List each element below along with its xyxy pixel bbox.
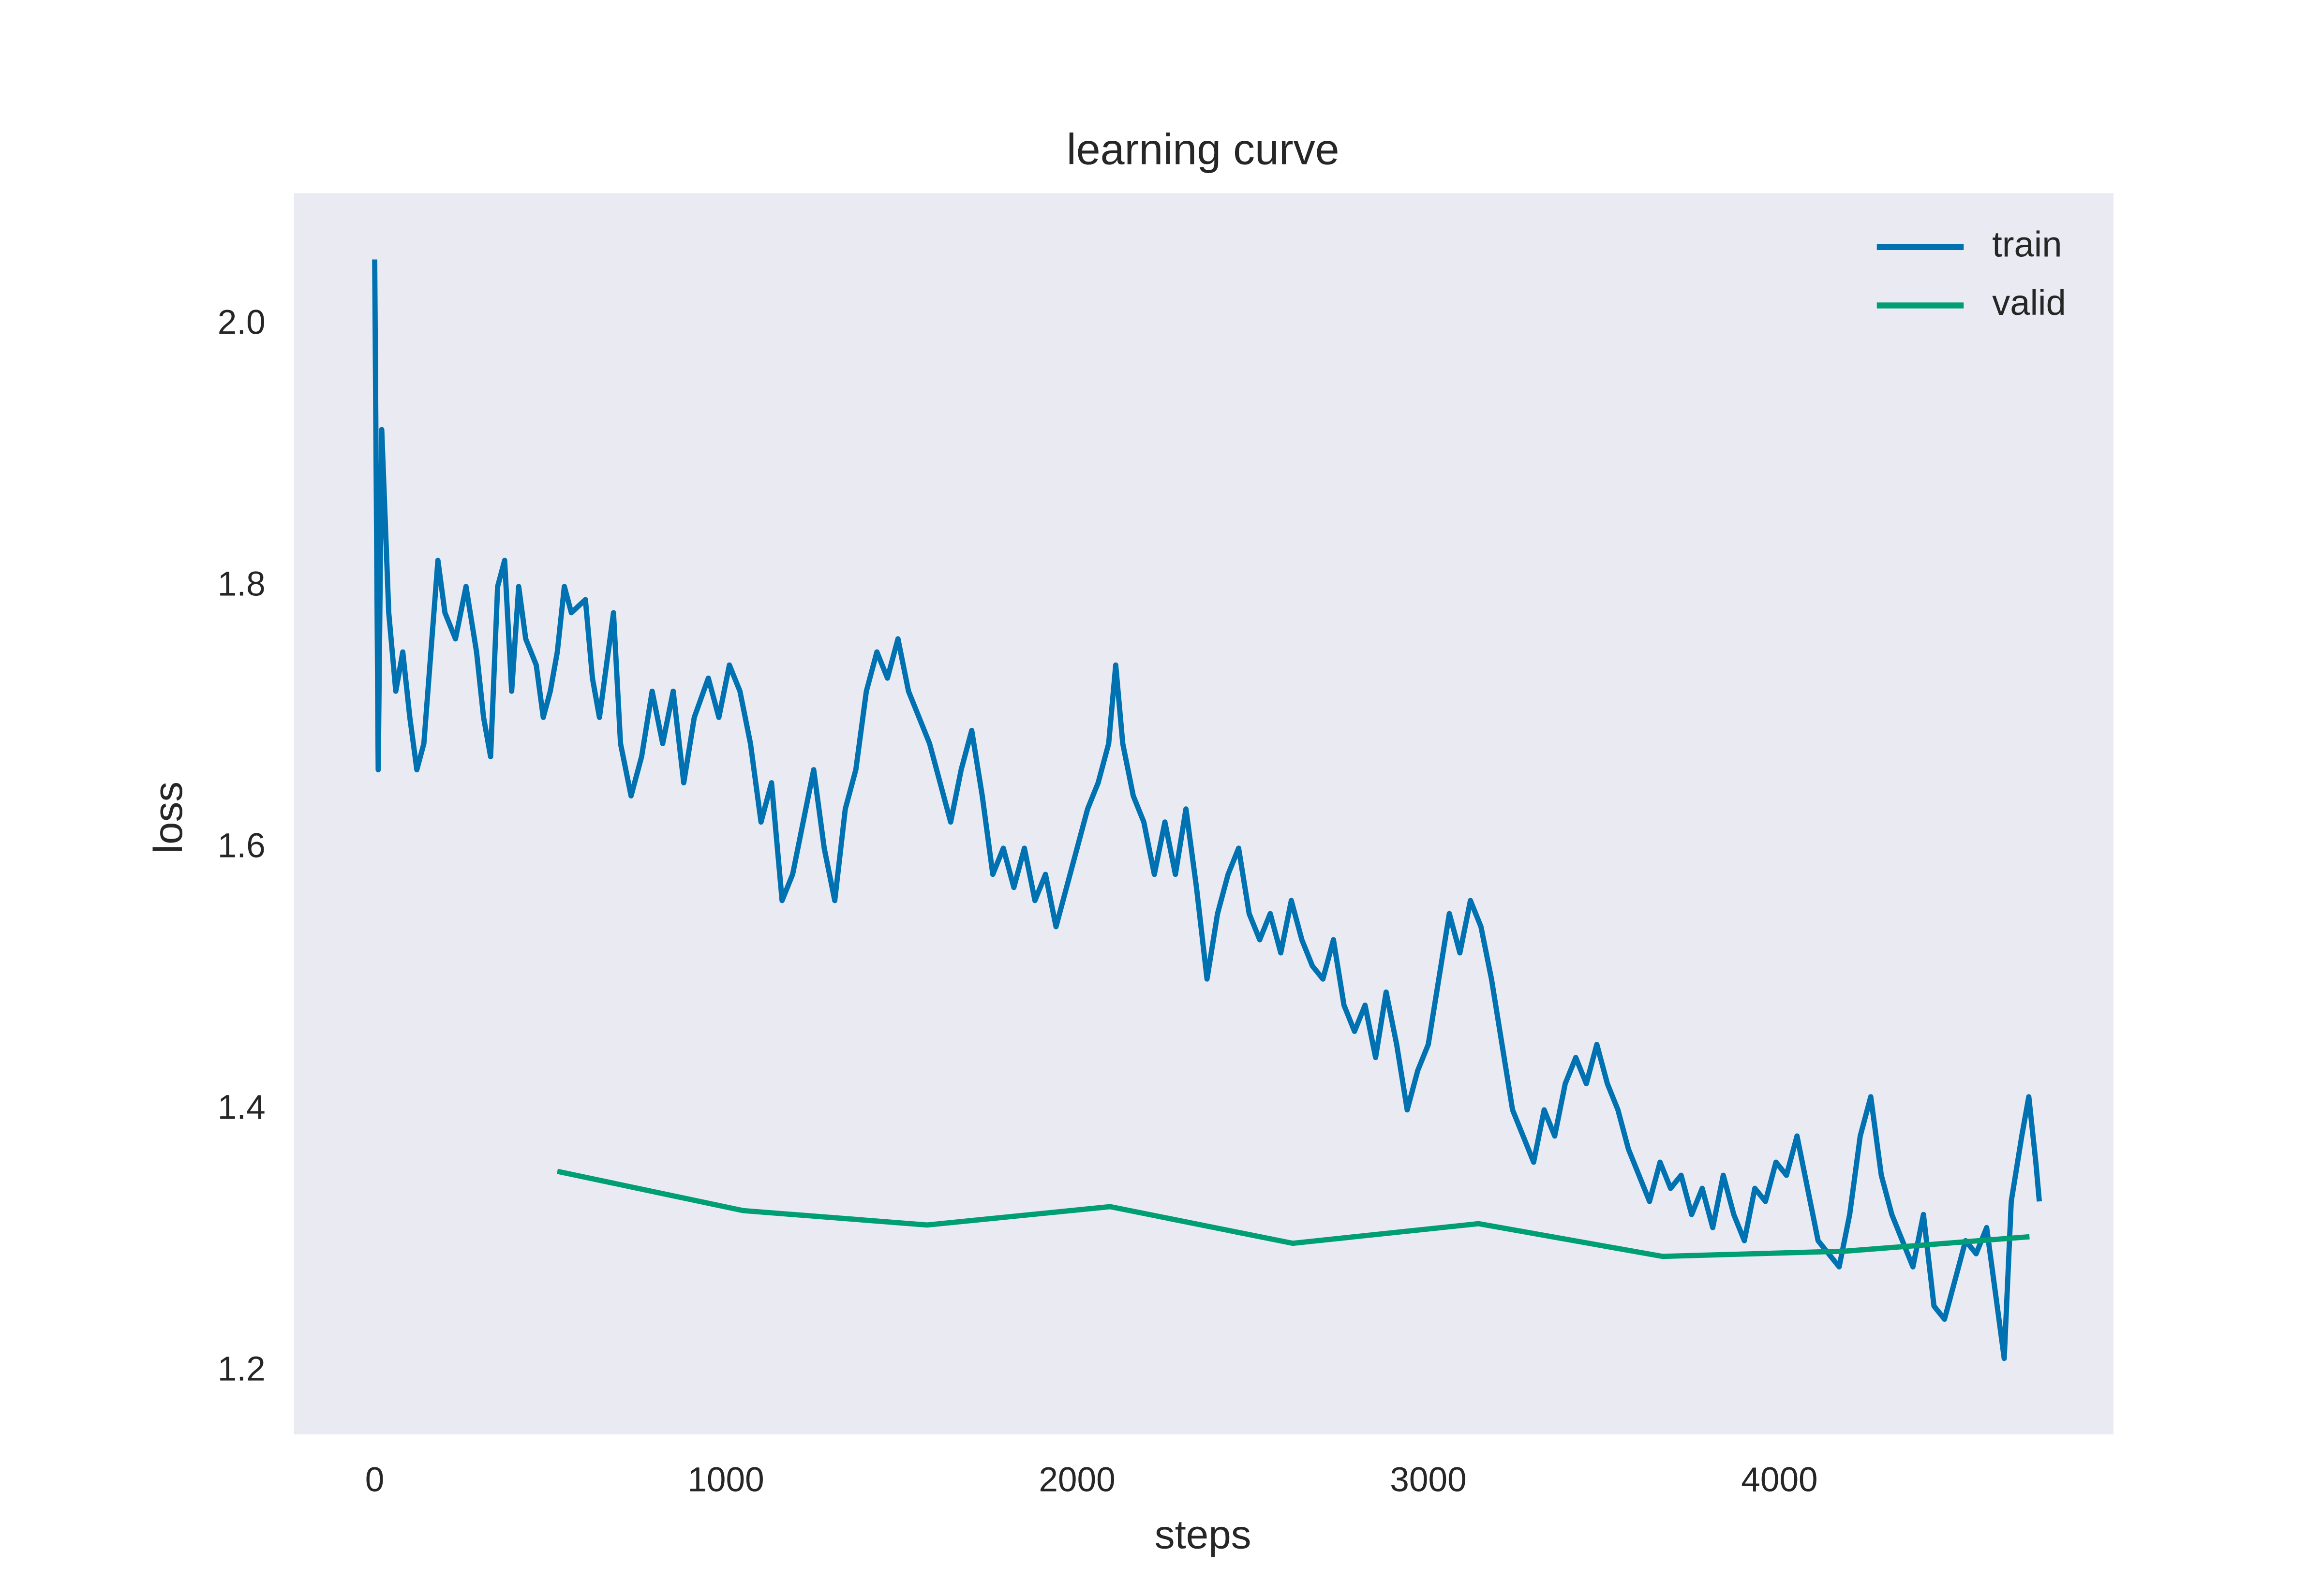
x-tick-label: 1000 — [687, 1461, 764, 1499]
y-tick-label: 2.0 — [218, 304, 266, 342]
chart-title: learning curve — [1067, 125, 1340, 174]
y-tick-label: 1.4 — [218, 1089, 266, 1127]
line-train — [372, 259, 2042, 1361]
y-axis-label: loss — [145, 782, 191, 854]
line-valid — [556, 1168, 2030, 1259]
x-tick-label: 3000 — [1390, 1461, 1466, 1499]
legend-label: valid — [1992, 282, 2066, 323]
x-tick-label: 4000 — [1741, 1461, 1817, 1499]
legend-label: train — [1992, 224, 2062, 264]
y-tick-label: 1.2 — [218, 1350, 266, 1389]
y-tick-label: 1.6 — [218, 827, 266, 865]
x-tick-label: 0 — [365, 1461, 385, 1499]
y-tick-label: 1.8 — [218, 565, 266, 604]
x-tick-label: 2000 — [1039, 1461, 1115, 1499]
x-axis-label: steps — [1155, 1511, 1251, 1557]
